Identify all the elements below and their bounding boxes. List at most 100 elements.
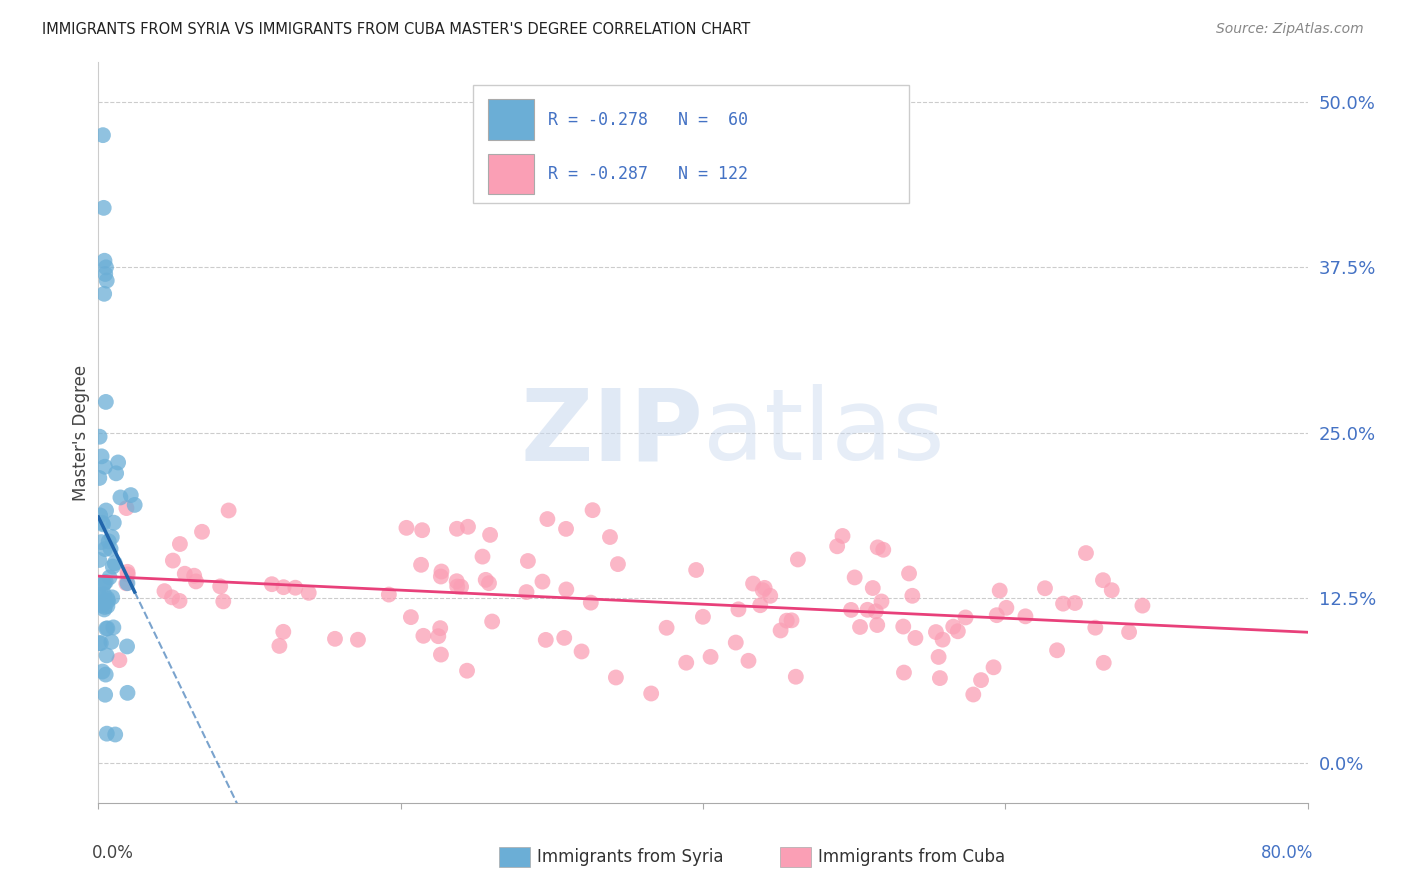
Point <box>89 430 111 444</box>
Point <box>269 639 291 653</box>
Point <box>479 528 502 542</box>
Point <box>579 596 602 610</box>
Point <box>986 608 1008 623</box>
Text: atlas: atlas <box>703 384 945 481</box>
Point <box>90 450 112 464</box>
Text: Source: ZipAtlas.com: Source: ZipAtlas.com <box>1216 22 1364 37</box>
Y-axis label: Master's Degree: Master's Degree <box>72 365 90 500</box>
Point <box>96 622 118 636</box>
Point <box>1101 583 1123 598</box>
Point <box>1046 643 1069 657</box>
Point <box>724 635 747 649</box>
Point <box>90 636 112 650</box>
Point <box>89 471 111 485</box>
Point <box>872 542 894 557</box>
Point <box>117 686 139 700</box>
Point <box>89 553 111 567</box>
Point <box>96 726 118 740</box>
Point <box>928 671 950 685</box>
Point <box>93 286 115 301</box>
Point <box>553 631 575 645</box>
Point <box>446 522 468 536</box>
Point <box>323 632 346 646</box>
Point <box>780 613 803 627</box>
Point <box>160 591 183 605</box>
Point <box>825 539 848 553</box>
Point <box>962 688 984 702</box>
Point <box>1033 581 1056 595</box>
Point <box>769 624 792 638</box>
Point <box>904 631 927 645</box>
Point <box>599 530 621 544</box>
Point <box>101 559 124 574</box>
Point <box>898 566 921 581</box>
Point <box>1052 597 1074 611</box>
Point <box>742 576 765 591</box>
Point <box>94 267 117 281</box>
Point <box>96 648 118 663</box>
Bar <box>488 153 534 194</box>
Point <box>97 534 120 549</box>
Point <box>534 632 557 647</box>
Point <box>347 632 370 647</box>
Point <box>91 517 114 532</box>
Point <box>870 594 893 608</box>
Point <box>98 570 121 584</box>
Point <box>94 600 117 615</box>
Point <box>117 567 139 582</box>
Point <box>536 512 558 526</box>
Text: Immigrants from Cuba: Immigrants from Cuba <box>818 848 1005 866</box>
Point <box>104 556 127 570</box>
Point <box>93 602 115 616</box>
Point <box>1132 599 1154 613</box>
Point <box>607 557 630 571</box>
Point <box>173 566 195 581</box>
Point <box>105 467 128 481</box>
Point <box>1091 573 1114 587</box>
Point <box>162 553 184 567</box>
Point <box>675 656 697 670</box>
Point <box>409 558 432 572</box>
Point <box>117 565 139 579</box>
Point <box>699 649 721 664</box>
Point <box>605 671 627 685</box>
Point <box>787 552 810 566</box>
Point <box>93 201 115 215</box>
Point <box>571 644 593 658</box>
Point <box>925 625 948 640</box>
Point <box>429 621 451 635</box>
Point <box>450 580 472 594</box>
Point <box>849 620 872 634</box>
Point <box>101 530 124 544</box>
Point <box>90 592 112 607</box>
Point <box>89 588 111 602</box>
Text: Immigrants from Syria: Immigrants from Syria <box>537 848 724 866</box>
Point <box>759 589 782 603</box>
Point <box>515 585 537 599</box>
Text: 80.0%: 80.0% <box>1261 844 1313 862</box>
Point <box>93 595 115 609</box>
Point <box>378 588 401 602</box>
Point <box>446 574 468 589</box>
Point <box>395 521 418 535</box>
Point <box>1064 596 1087 610</box>
Point <box>1092 656 1115 670</box>
Point <box>901 589 924 603</box>
Text: IMMIGRANTS FROM SYRIA VS IMMIGRANTS FROM CUBA MASTER'S DEGREE CORRELATION CHART: IMMIGRANTS FROM SYRIA VS IMMIGRANTS FROM… <box>42 22 751 37</box>
Point <box>685 563 707 577</box>
Point <box>94 395 117 409</box>
Point <box>478 576 501 591</box>
Point <box>93 576 115 591</box>
Point <box>94 542 117 557</box>
Text: R = -0.278   N =  60: R = -0.278 N = 60 <box>548 112 748 129</box>
Point <box>97 594 120 608</box>
Text: 0.0%: 0.0% <box>93 844 134 862</box>
Point <box>91 128 114 143</box>
Point <box>727 602 749 616</box>
Point <box>862 581 884 595</box>
Point <box>655 621 678 635</box>
Point <box>456 664 478 678</box>
Point <box>640 686 662 700</box>
Point <box>93 587 115 601</box>
Point <box>946 624 969 639</box>
